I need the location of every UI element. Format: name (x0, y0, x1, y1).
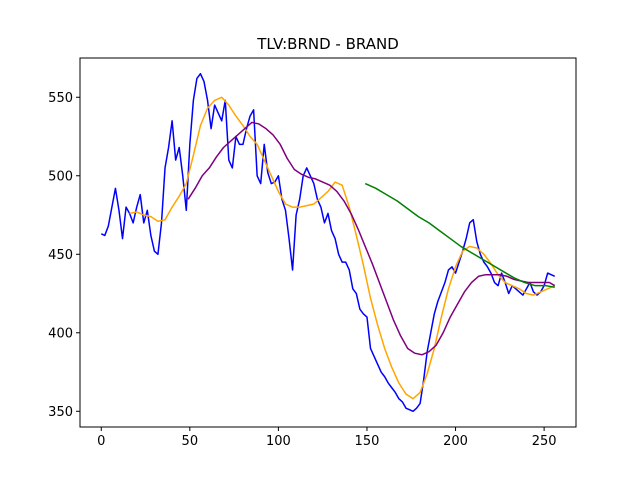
x-tick-label: 50 (182, 434, 199, 449)
x-tick-label: 250 (532, 434, 557, 449)
series-layer (100, 72, 556, 413)
plot-area (80, 58, 576, 427)
x-tick-label: 150 (355, 434, 380, 449)
x-tick-label: 100 (266, 434, 291, 449)
y-tick-label: 550 (48, 91, 73, 106)
series-line-2 (187, 121, 556, 356)
series-line-1 (129, 96, 556, 400)
x-tick-label: 0 (97, 434, 105, 449)
y-axis: 350 400 450 500 550 (48, 91, 80, 420)
y-tick-label: 500 (48, 169, 73, 184)
chart-title: TLV:BRND - BRAND (256, 35, 399, 53)
x-axis: 0 50 100 150 200 250 (97, 427, 557, 449)
x-tick-label: 200 (443, 434, 468, 449)
y-tick-label: 350 (48, 405, 73, 420)
plot-frame (79, 57, 577, 428)
y-tick-label: 400 (48, 326, 73, 341)
y-tick-label: 450 (48, 248, 73, 263)
series-line-3 (364, 182, 555, 288)
